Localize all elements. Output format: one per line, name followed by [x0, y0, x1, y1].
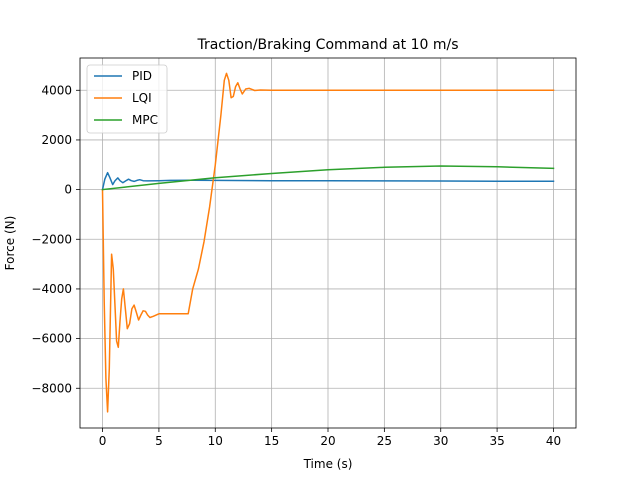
y-tick-label: −4000 — [31, 282, 72, 296]
legend-label-lqi: LQI — [132, 91, 152, 105]
x-tick-label: 35 — [489, 434, 504, 448]
x-tick-label: 0 — [99, 434, 107, 448]
x-tick-label: 30 — [433, 434, 448, 448]
y-tick-label: −6000 — [31, 332, 72, 346]
x-tick-label: 10 — [208, 434, 223, 448]
x-tick-label: 40 — [546, 434, 561, 448]
ticks: 0 5 10 15 20 25 30 35 40 −8000 −6000 −4000 −2000 0 200… — [31, 83, 561, 448]
legend-box — [86, 64, 168, 134]
x-tick-label: 20 — [320, 434, 335, 448]
series-line-mpc — [101, 165, 555, 191]
series-layer — [101, 72, 555, 413]
legend-label-pid: PID — [132, 69, 152, 83]
series-line-pid — [101, 171, 555, 191]
y-tick-label: −8000 — [31, 381, 72, 395]
x-tick-label: 25 — [377, 434, 392, 448]
legend-label-mpc: MPC — [132, 113, 158, 127]
chart-title: Traction/Braking Command at 10 m/s — [196, 37, 458, 53]
y-tick-label: 4000 — [41, 83, 72, 97]
x-axis-label: Time (s) — [303, 457, 353, 471]
y-tick-label: 2000 — [41, 133, 72, 147]
y-tick-label: 0 — [64, 183, 72, 197]
series-line-lqi — [101, 72, 555, 413]
grid — [80, 58, 576, 428]
y-axis-label: Force (N) — [3, 216, 17, 271]
x-tick-label: 15 — [264, 434, 279, 448]
y-tick-label: −2000 — [31, 232, 72, 246]
legend: PID LQI MPC — [86, 64, 168, 134]
x-tick-label: 5 — [155, 434, 163, 448]
